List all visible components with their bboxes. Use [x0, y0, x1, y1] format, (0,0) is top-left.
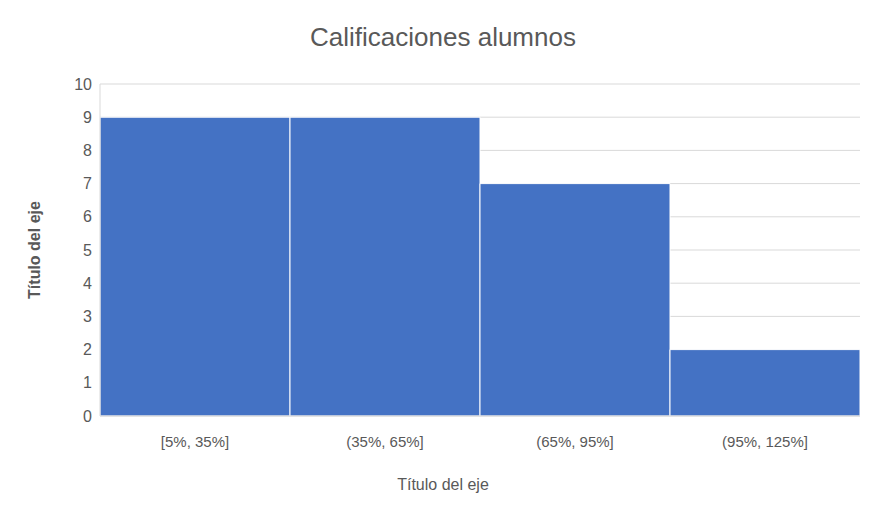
html-text:Calificaciones alumnos: Calificaciones alumnos	[310, 22, 576, 52]
svg-text:(95%, 125%]: (95%, 125%]	[722, 433, 808, 450]
svg-text:2: 2	[83, 341, 92, 358]
svg-text:(35%, 65%]: (35%, 65%]	[346, 433, 424, 450]
svg-text:8: 8	[83, 142, 92, 159]
svg-text:0: 0	[83, 408, 92, 425]
svg-text:(65%, 95%]: (65%, 95%]	[536, 433, 614, 450]
svg-text:1: 1	[83, 374, 92, 391]
svg-text:4: 4	[83, 275, 92, 292]
svg-text:3: 3	[83, 308, 92, 325]
svg-text:5: 5	[83, 242, 92, 259]
html-text:Título del eje: Título del eje	[26, 201, 43, 299]
svg-text:[5%, 35%]: [5%, 35%]	[161, 433, 229, 450]
svg-text:10: 10	[74, 76, 92, 93]
svg-text:9: 9	[83, 109, 92, 126]
svg-text:7: 7	[83, 175, 92, 192]
svg-text:6: 6	[83, 208, 92, 225]
html-text:Título del eje: Título del eje	[397, 476, 489, 493]
